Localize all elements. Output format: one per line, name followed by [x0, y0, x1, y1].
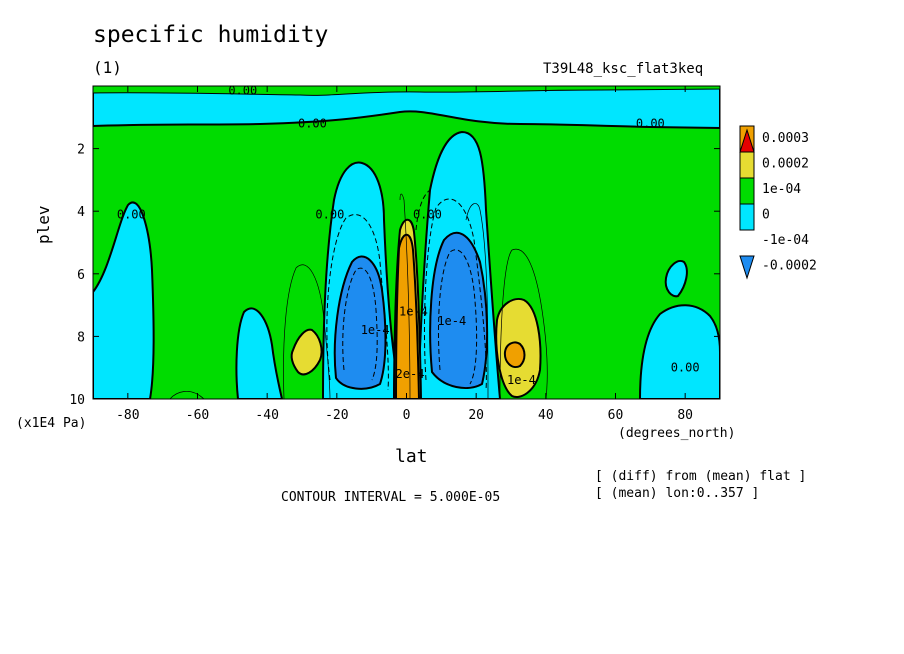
colorbar-swatch [739, 203, 755, 231]
chart-title: specific humidity [93, 22, 329, 48]
fill-north-subtropic-strong-positive [503, 341, 526, 368]
fill-north-small-negative [664, 260, 688, 298]
colorbar-arrow-low [739, 255, 755, 280]
colorbar-arrow-high [739, 128, 755, 153]
contour-label-layer: 0.00 0.00 0.00 0.00 0.00 0.00 1e-4 1e-4 1e-4 2e-4… [117, 84, 700, 388]
contour-label: 1e-4 [507, 373, 536, 387]
contour-label: 0.00 [117, 207, 146, 221]
colorbar-swatch [739, 151, 755, 179]
colorbar: 0.0003 0.0002 1e-04 0 -1e-04 -0.0002 [739, 125, 817, 280]
contour-label: 1e-4 [399, 304, 428, 318]
colorbar-swatch [739, 177, 755, 205]
contour-interval-note: CONTOUR INTERVAL = 5.000E-05 [281, 490, 501, 505]
x-tick-label: 60 [608, 408, 624, 423]
y-tick-label: 2 [77, 143, 85, 158]
contour-label: 0.00 [413, 207, 442, 221]
x-axis-unit: (degrees_north) [618, 426, 736, 441]
contour-label: 0.00 [315, 207, 344, 221]
colorbar-label: 0.0002 [762, 157, 809, 172]
x-tick-label: 80 [677, 408, 693, 423]
fill-equator-strong-positive [394, 233, 421, 399]
y-tick-label: 8 [77, 330, 85, 345]
x-tick-label: -80 [116, 408, 139, 423]
fill-top-negative-layer [93, 86, 720, 130]
diff-note: [ (diff) from (mean) flat ] [595, 469, 807, 484]
contour-fills [93, 86, 720, 399]
fill-south-subtropic-positive [290, 328, 323, 376]
chart-subtitle: (1) [93, 58, 122, 77]
x-axis-label: lat [395, 446, 428, 467]
x-tick-label: -20 [325, 408, 348, 423]
colorbar-label: -1e-04 [762, 233, 809, 248]
axis-layer: -80 -60 -40 -20 0 20 40 60 80 2 4 6 8 10 [69, 86, 720, 423]
y-tick-label: 4 [77, 205, 85, 220]
contour-label: 0.00 [636, 117, 665, 131]
contour-label: 0.00 [671, 361, 700, 375]
fill-north-core-strong-negative [429, 231, 489, 389]
contour-label: 0.00 [228, 84, 257, 98]
x-tick-label: 20 [468, 408, 484, 423]
fill-north-polar-negative [638, 304, 720, 399]
x-tick-label: -40 [255, 408, 278, 423]
fill-south-negative-patch [235, 307, 284, 399]
x-tick-label: 0 [403, 408, 411, 423]
x-tick-label: -60 [186, 408, 209, 423]
contour-label: 1e-4 [437, 314, 466, 328]
x-tick-label: 40 [538, 408, 554, 423]
fill-left-polar-negative [93, 201, 155, 399]
contour-label: 0.00 [298, 117, 327, 131]
contour-label: 2e-4 [396, 367, 425, 381]
mean-note: [ (mean) lon:0..357 ] [595, 486, 760, 501]
y-axis-unit: (x1E4 Pa) [16, 416, 87, 431]
run-id-label: T39L48_ksc_flat3keq [543, 61, 704, 77]
colorbar-label: 0.0003 [762, 131, 809, 146]
contour-lines-negative [326, 189, 487, 391]
y-tick-label: 6 [77, 268, 85, 283]
colorbar-label: 0 [762, 208, 770, 223]
colorbar-label: 1e-04 [762, 182, 801, 197]
contour-label: 1e-4 [361, 323, 390, 337]
y-axis-label: plev [34, 205, 53, 244]
contour-lines-thin [169, 193, 548, 399]
colorbar-label: -0.0002 [762, 259, 817, 274]
y-tick-label: 10 [69, 393, 85, 408]
